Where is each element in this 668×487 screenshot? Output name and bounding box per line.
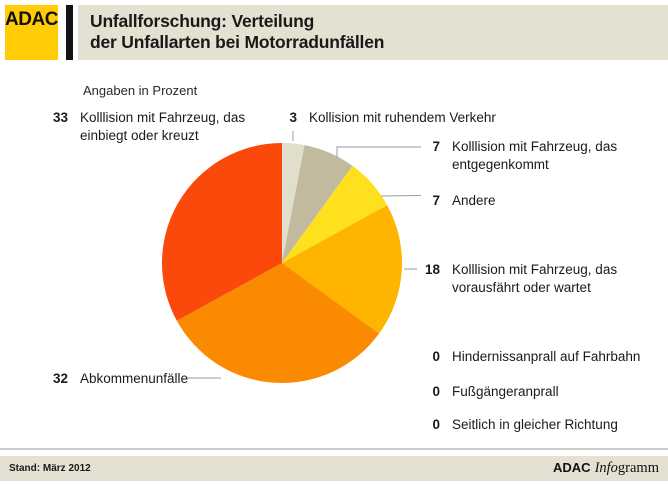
footer-bar: Stand: März 2012 ADAC Info gramm [0, 456, 668, 481]
page-title-line1: Unfallforschung: Verteilung [90, 11, 315, 31]
label-kollision-vorausfaehrt: 18 Kolllision mit Fahrzeug, das vorausfä… [406, 261, 647, 297]
footer-brand: ADAC Info gramm [553, 460, 659, 477]
header-divider [66, 5, 73, 60]
label-ruhender-verkehr: 3 Kollision mit ruhendem Verkehr [270, 109, 496, 127]
chart-subtitle: Angaben in Prozent [83, 83, 198, 98]
label-value: 0 [432, 384, 440, 399]
label-kollision-einbiegt: 33 Kolllision mit Fahrzeug, das einbiegt… [30, 109, 275, 145]
adac-logo-text: ADAC [5, 9, 58, 30]
label-abkommenunfaelle: 32 Abkommenunfälle [30, 370, 188, 388]
label-value: 18 [424, 262, 440, 277]
label-text: Kolllision mit Fahrzeug, das vorausfährt… [452, 262, 618, 295]
pie-slice-5 [161, 143, 282, 321]
footer-brand-gramm: gramm [617, 460, 659, 476]
label-value: 0 [432, 417, 440, 432]
adac-logo: ADAC [5, 5, 58, 60]
footer-rule [0, 448, 668, 450]
pie-slices [161, 143, 402, 383]
label-seitlich: 0 Seitlich in gleicher Richtung [406, 416, 618, 434]
footer-brand-adac: ADAC [553, 460, 591, 475]
pie-slice-0 [282, 143, 305, 263]
label-text: Fußgängeranprall [452, 384, 559, 399]
label-text: Kollision mit ruhendem Verkehr [309, 110, 496, 125]
pie-slice-3 [282, 205, 402, 334]
label-value: 7 [432, 139, 440, 154]
label-value: 7 [432, 193, 440, 208]
connector-lines [187, 131, 422, 379]
label-kollision-entgegenkommt: 7 Kolllision mit Fahrzeug, das entgegenk… [406, 138, 647, 174]
page-title-line2: der Unfallarten bei Motorradunfällen [90, 32, 385, 52]
label-text: Hindernissanprall auf Fahrbahn [452, 349, 641, 364]
label-hindernisanprall: 0 Hindernissanprall auf Fahrbahn [406, 348, 640, 366]
pie-slice-2 [282, 165, 388, 263]
page-title: Unfallforschung: Verteilung der Unfallart… [90, 11, 668, 53]
pie-slice-4 [176, 263, 380, 383]
label-text: Andere [452, 193, 496, 208]
footer-brand-info: Info [594, 460, 618, 476]
label-text: Kolllision mit Fahrzeug, das einbiegt od… [80, 110, 246, 143]
title-box: Unfallforschung: Verteilung der Unfallart… [78, 5, 668, 60]
label-value: 0 [432, 349, 440, 364]
label-text: Seitlich in gleicher Richtung [452, 417, 618, 432]
label-andere: 7 Andere [406, 192, 496, 210]
label-text: Kolllision mit Fahrzeug, das entgegenkom… [452, 139, 618, 172]
label-value: 33 [52, 110, 68, 125]
label-value: 32 [52, 371, 68, 386]
label-fussgaengeranprall: 0 Fußgängeranprall [406, 383, 559, 401]
label-text: Abkommenunfälle [80, 371, 189, 386]
footer-date: Stand: März 2012 [9, 463, 91, 474]
pie-slice-1 [282, 145, 353, 263]
label-value: 3 [289, 110, 297, 125]
